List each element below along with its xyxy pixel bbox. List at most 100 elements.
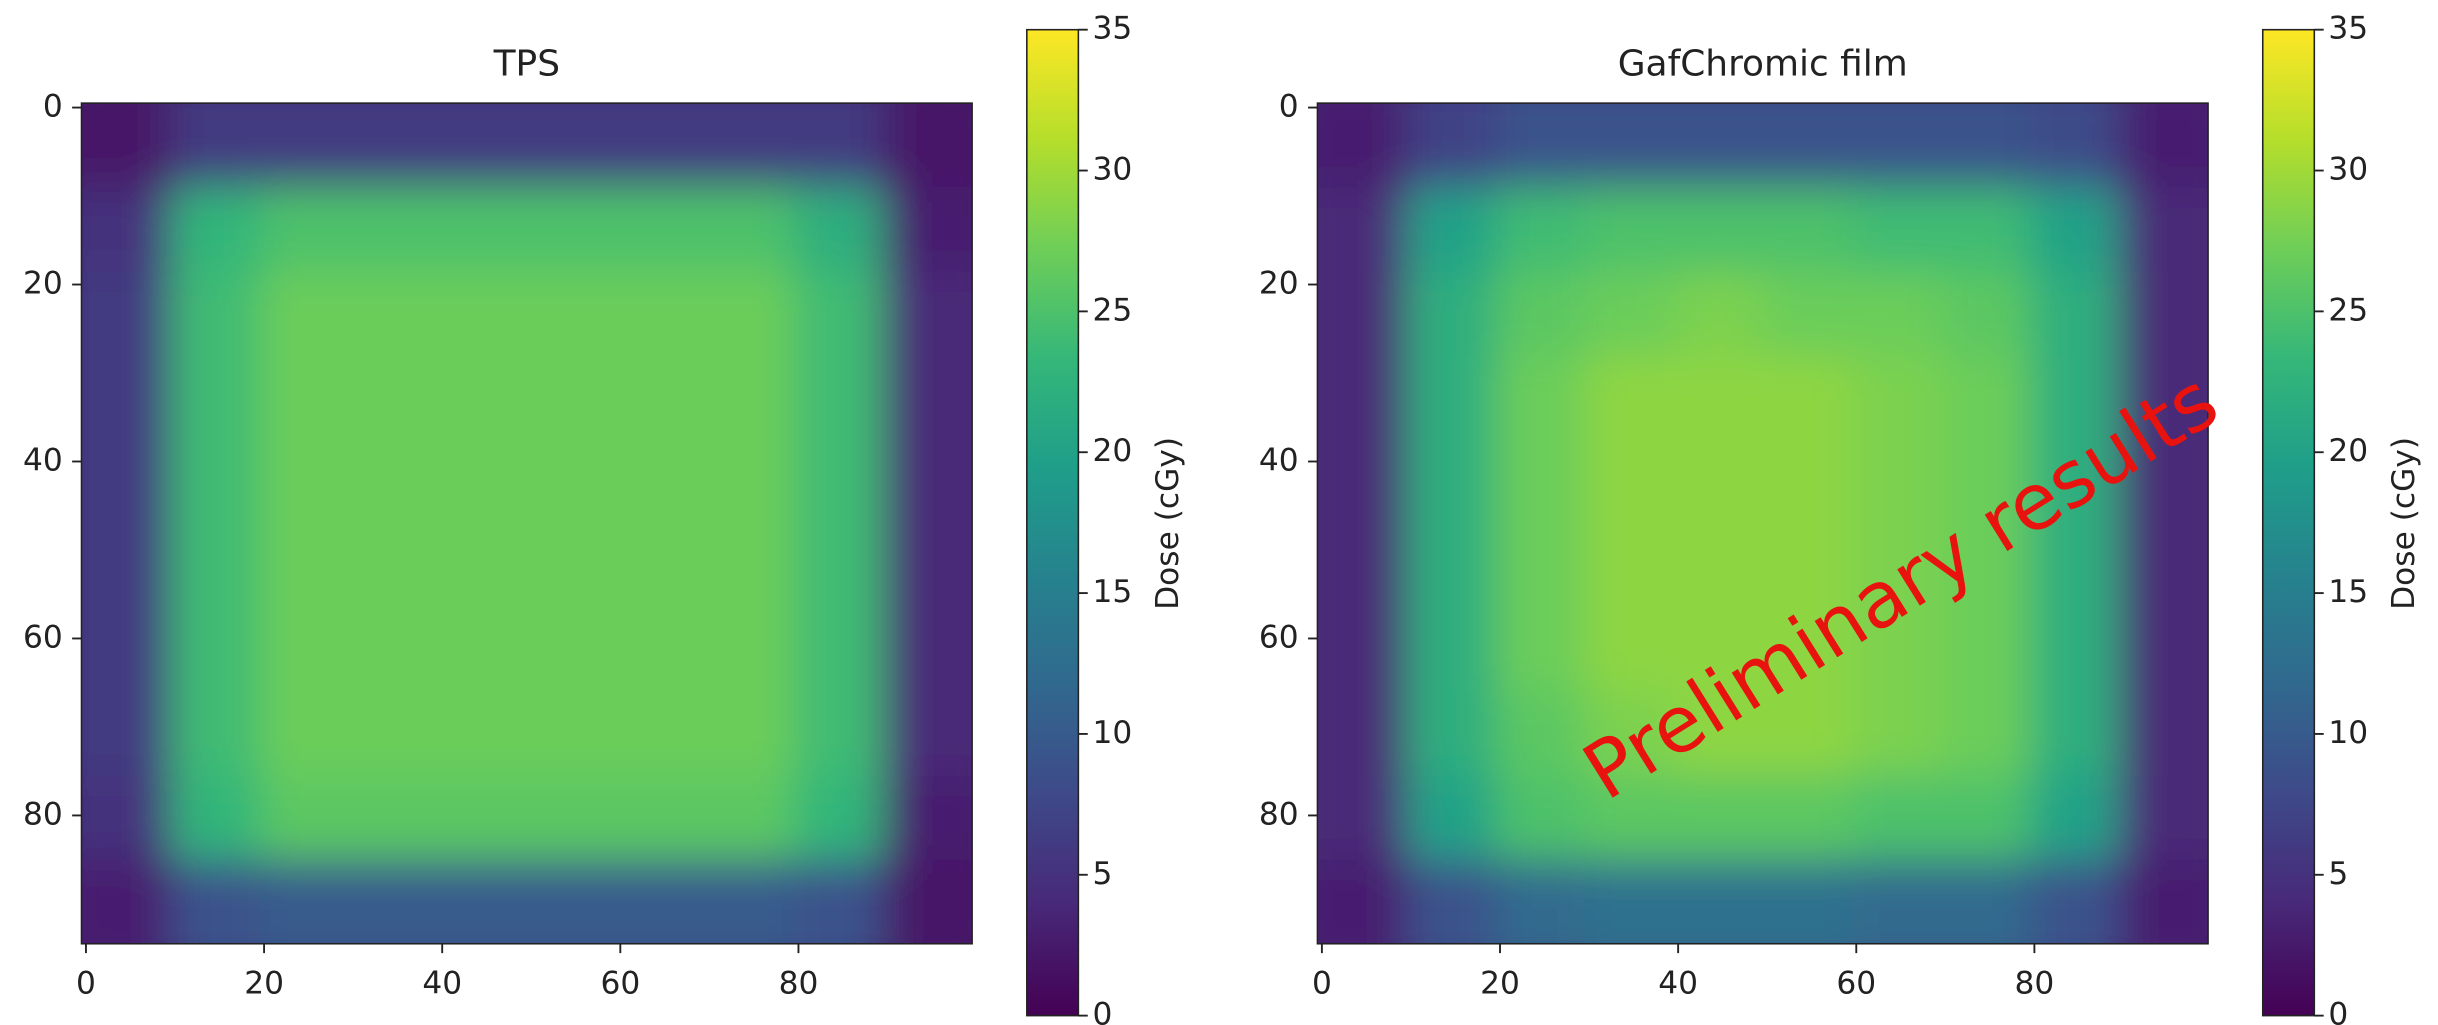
heatmap-cell [1289, 355, 1407, 440]
heatmap-cell [171, 692, 261, 777]
heatmap-cell [1289, 187, 1407, 272]
heatmap-cell [438, 692, 528, 777]
heatmap-cell [438, 608, 528, 693]
heatmap-cell [1674, 355, 1764, 440]
heatmap-cell [1763, 271, 1853, 356]
heatmap-cell [1852, 187, 1942, 272]
heatmap-cell [349, 355, 439, 440]
heatmap-cell [1941, 860, 2031, 973]
heatmap-cell [1496, 75, 1586, 188]
heatmap-cell [1763, 187, 1853, 272]
heatmap-cell [794, 355, 884, 440]
heatmap-cell [794, 776, 884, 861]
heatmap-cell [260, 860, 350, 973]
heatmap-cell [438, 439, 528, 524]
heatmap-cell [883, 439, 1001, 524]
heatmap-cell [705, 187, 795, 272]
heatmap-cell [260, 776, 350, 861]
y-tick-label: 80 [23, 796, 63, 832]
heatmap-cell [171, 523, 261, 608]
heatmap-cell [616, 776, 706, 861]
heatmap-cell [1496, 608, 1586, 693]
heatmap-cell [527, 271, 617, 356]
heatmap-cell [1852, 692, 1942, 777]
heatmap-cell [616, 692, 706, 777]
heatmap-cell [2119, 271, 2237, 356]
heatmap-cell [883, 75, 1001, 188]
colorbar-tick-label: 10 [2328, 715, 2368, 751]
heatmap-cell [1585, 187, 1675, 272]
heatmap-cell [883, 187, 1001, 272]
heatmap-cell [883, 608, 1001, 693]
heatmap-cell [1852, 271, 1942, 356]
y-tick-label: 40 [1259, 442, 1299, 478]
heatmap-cell [2119, 776, 2237, 861]
heatmap-cell [53, 860, 171, 973]
heatmap-cell [2119, 608, 2237, 693]
heatmap-cell [1496, 271, 1586, 356]
heatmap-cell [1407, 692, 1497, 777]
heatmap-cell [1585, 75, 1675, 188]
heatmap-cell [794, 523, 884, 608]
chart-title: GafChromic film [1618, 44, 1908, 85]
heatmap-cell [1407, 608, 1497, 693]
heatmap-cell [260, 523, 350, 608]
heatmap-cell [616, 860, 706, 973]
heatmap-cell [171, 439, 261, 524]
heatmap-cell [260, 271, 350, 356]
heatmap-cell [438, 271, 528, 356]
heatmap-cell [616, 187, 706, 272]
heatmap-cell [1407, 355, 1497, 440]
heatmap-cell [53, 75, 171, 188]
heatmap-cell [883, 355, 1001, 440]
x-tick-label: 40 [422, 965, 462, 1001]
heatmap-cell [1496, 523, 1586, 608]
heatmap-cell [705, 776, 795, 861]
colorbar-tick-label: 25 [2328, 292, 2368, 328]
heatmap-cell [1674, 187, 1764, 272]
colorbar-tick-label: 30 [1092, 152, 1132, 188]
heatmap-cell [705, 523, 795, 608]
heatmap-cell [1289, 271, 1407, 356]
colorbar-tick-label: 5 [2328, 856, 2348, 892]
heatmap-cell [1941, 692, 2031, 777]
heatmap-cell [1763, 439, 1853, 524]
x-tick-label: 80 [779, 965, 819, 1001]
heatmap-cell [53, 776, 171, 861]
colorbar-tick-label: 5 [1092, 856, 1112, 892]
heatmap-cell [1674, 271, 1764, 356]
heatmap-cell [527, 860, 617, 973]
heatmap-cell [1289, 608, 1407, 693]
heatmap-cell [1941, 187, 2031, 272]
heatmap-cell [527, 439, 617, 524]
heatmap-cell [1674, 439, 1764, 524]
heatmap-cell [1852, 860, 1942, 973]
heatmap-cell [1941, 75, 2031, 188]
heatmap-cell [349, 187, 439, 272]
heatmap-cell [1496, 187, 1586, 272]
heatmap-cell [616, 608, 706, 693]
heatmap-cell [2030, 860, 2120, 973]
chart-title: TPS [493, 44, 560, 85]
heatmap-cell [1289, 692, 1407, 777]
heatmap-cell [705, 271, 795, 356]
heatmap-cell [438, 860, 528, 973]
heatmap-cell [1585, 355, 1675, 440]
heatmap-cell [1941, 271, 2031, 356]
heatmap-cell [883, 271, 1001, 356]
heatmap-cell [349, 608, 439, 693]
heatmap-cell [53, 355, 171, 440]
heatmap-cell [2030, 187, 2120, 272]
heatmap-cell [438, 523, 528, 608]
heatmap-cell [794, 187, 884, 272]
heatmap-cell [53, 187, 171, 272]
cells [1289, 75, 2237, 973]
heatmap-cell [1289, 75, 1407, 188]
heatmap-cell [527, 355, 617, 440]
heatmap-cell [1852, 776, 1942, 861]
heatmap-cell [171, 355, 261, 440]
heatmap-cell [438, 75, 528, 188]
heatmap-cell [2119, 75, 2237, 188]
heatmap-cell [1941, 776, 2031, 861]
heatmap-cell [794, 75, 884, 188]
